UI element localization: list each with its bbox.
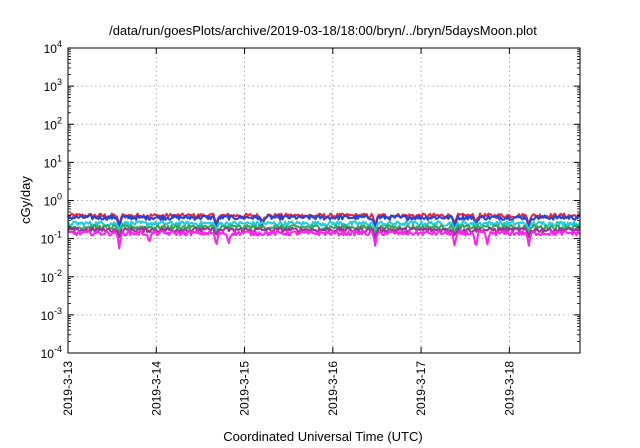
grid-lines [67,48,580,353]
x-tick-label: 2019-3-14 [149,361,163,416]
y-tick-label: 103 [44,77,62,94]
x-tick-label: 2019-3-13 [61,361,75,416]
y-tick-label: 102 [44,115,62,132]
x-tick-label: 2019-3-17 [414,361,428,416]
y-axis-label: cGy/day [18,176,33,224]
x-axis-label: Coordinated Universal Time (UTC) [223,429,422,444]
y-tick-label: 10-2 [41,268,62,285]
y-tick-label: 101 [44,153,62,170]
y-tick-label: 10-1 [41,230,62,247]
series-line-6 [67,229,581,250]
chart-title: /data/run/goesPlots/archive/2019-03-18/1… [109,23,537,38]
y-tick-label: 10-4 [41,344,62,361]
series-line-2 [67,214,581,233]
series-line-5 [67,226,581,240]
x-tick-label: 2019-3-18 [502,361,516,416]
y-tick-label: 100 [44,192,62,209]
y-tick-label: 104 [44,39,62,56]
y-tick-labels: 10-4 10-3 10-2 10-1 100 101 102 103 104 [41,39,62,361]
x-tick-label: 2019-3-15 [238,361,252,416]
series-group [67,212,581,250]
y-tick-label: 10-3 [41,306,62,323]
x-tick-labels: 2019-3-13 2019-3-14 2019-3-15 2019-3-16 2019… [61,361,516,416]
tick-marks [67,47,580,354]
x-tick-label: 2019-3-16 [326,361,340,416]
series-line-3 [67,220,581,233]
series-line-1 [67,212,581,229]
